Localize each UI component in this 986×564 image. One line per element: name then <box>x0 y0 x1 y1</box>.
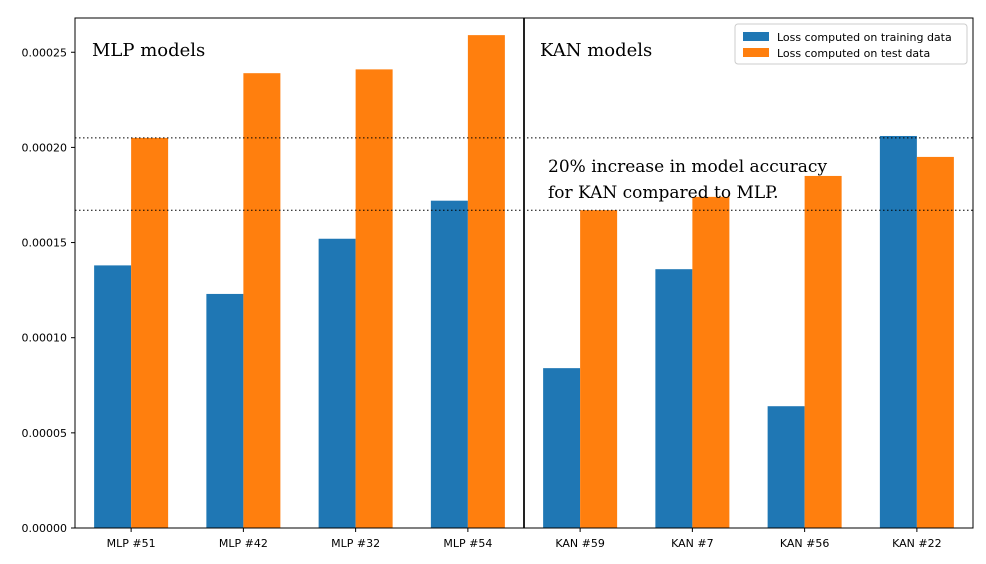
group-label-mlp: MLP models <box>92 40 205 61</box>
y-tick-label: 0.00015 <box>22 237 68 250</box>
legend-label-train: Loss computed on training data <box>777 31 952 44</box>
x-tick-label: KAN #22 <box>892 537 941 550</box>
legend-box <box>734 23 968 65</box>
y-tick-label: 0.00020 <box>22 141 68 154</box>
bar-test-mlp-42 <box>243 73 281 528</box>
annotation-line-1: 20% increase in model accuracy <box>548 157 827 177</box>
legend-swatch-test <box>743 48 769 57</box>
x-tick-label: MLP #54 <box>443 537 492 550</box>
legend: Loss computed on training data Loss compu… <box>734 23 968 65</box>
x-tick-label: KAN #59 <box>555 537 604 550</box>
group-label-kan: KAN models <box>540 40 652 61</box>
bar-train-mlp-54 <box>430 200 468 528</box>
bar-train-mlp-32 <box>318 238 356 528</box>
bar-test-mlp-51 <box>131 137 169 528</box>
bar-train-mlp-51 <box>94 265 132 528</box>
y-tick-label: 0.00005 <box>22 427 68 440</box>
x-tick-label: KAN #56 <box>780 537 829 550</box>
bar-test-kan-59 <box>580 210 618 529</box>
y-tick-label: 0.00025 <box>22 46 68 59</box>
x-tick-label: KAN #7 <box>671 537 714 550</box>
y-tick-label: 0.00010 <box>22 332 68 345</box>
y-axis: 0.00000 0.00005 0.00010 0.00015 0.00020 0.000… <box>22 46 75 535</box>
bar-train-kan-7 <box>655 269 693 528</box>
bars-layer <box>94 35 954 529</box>
x-tick-label: MLP #42 <box>219 537 268 550</box>
bar-test-kan-56 <box>804 175 842 528</box>
x-tick-label: MLP #32 <box>331 537 380 550</box>
bar-train-kan-56 <box>767 406 805 528</box>
x-axis: MLP #51 MLP #42 MLP #32 MLP #54 KAN #59 KAN #… <box>107 528 942 550</box>
bar-test-kan-7 <box>692 196 730 528</box>
x-tick-label: MLP #51 <box>107 537 156 550</box>
bar-test-kan-22 <box>916 156 954 528</box>
annotation-line-2: for KAN compared to MLP. <box>548 183 779 203</box>
y-tick-label: 0.00000 <box>22 522 68 535</box>
legend-label-test: Loss computed on test data <box>777 47 930 60</box>
bar-train-mlp-42 <box>206 293 244 528</box>
plot-frame <box>74 17 974 529</box>
bar-test-mlp-32 <box>355 69 393 528</box>
bar-train-kan-59 <box>543 368 581 528</box>
bar-train-kan-22 <box>879 135 917 528</box>
legend-swatch-train <box>743 32 769 41</box>
bar-test-mlp-54 <box>467 35 505 529</box>
